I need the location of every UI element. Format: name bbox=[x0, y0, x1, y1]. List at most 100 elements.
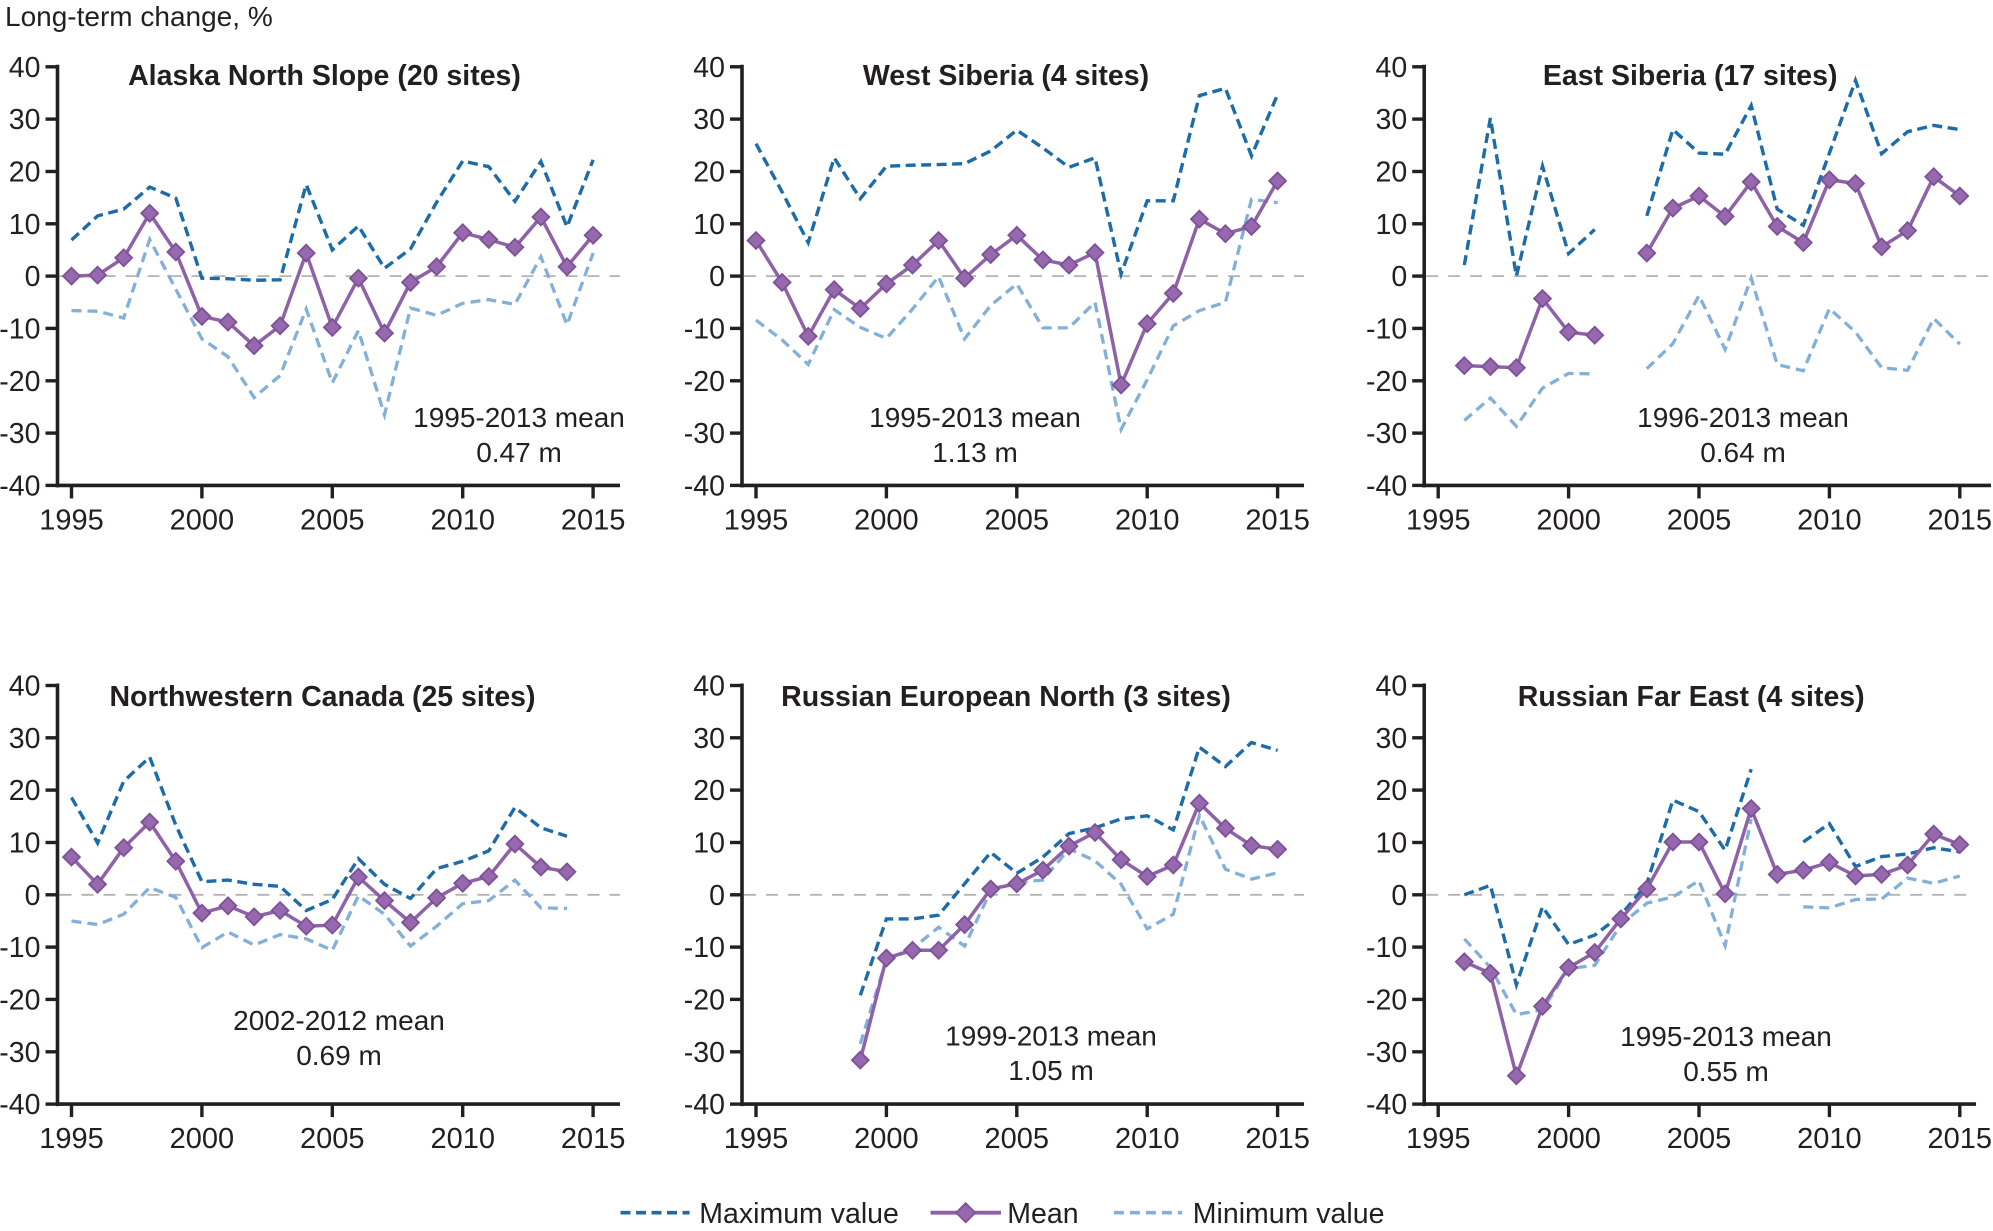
svg-text:1995: 1995 bbox=[39, 504, 104, 536]
svg-text:30: 30 bbox=[693, 104, 725, 136]
svg-text:-10: -10 bbox=[684, 932, 725, 964]
svg-text:2010: 2010 bbox=[430, 504, 495, 536]
svg-text:2005: 2005 bbox=[300, 504, 365, 536]
svg-text:20: 20 bbox=[1375, 157, 1407, 189]
svg-text:10: 10 bbox=[693, 209, 725, 241]
svg-text:20: 20 bbox=[9, 775, 41, 807]
svg-text:2010: 2010 bbox=[1797, 504, 1862, 536]
svg-text:1996-2013 mean: 1996-2013 mean bbox=[1637, 402, 1849, 433]
svg-text:Minimum value: Minimum value bbox=[1193, 1198, 1385, 1230]
svg-text:-40: -40 bbox=[684, 470, 725, 502]
svg-text:30: 30 bbox=[1375, 723, 1407, 755]
svg-text:1995: 1995 bbox=[39, 1123, 104, 1155]
svg-text:0: 0 bbox=[709, 261, 725, 293]
svg-text:-20: -20 bbox=[1366, 984, 1407, 1016]
svg-text:30: 30 bbox=[9, 723, 41, 755]
svg-text:2015: 2015 bbox=[1245, 504, 1310, 536]
svg-text:East Siberia (17 sites): East Siberia (17 sites) bbox=[1543, 60, 1838, 92]
svg-text:20: 20 bbox=[9, 157, 41, 189]
svg-text:-30: -30 bbox=[0, 1037, 41, 1069]
svg-text:1995-2013 mean: 1995-2013 mean bbox=[1620, 1021, 1832, 1052]
svg-text:1.13 m: 1.13 m bbox=[932, 437, 1018, 468]
svg-text:2010: 2010 bbox=[1115, 1123, 1180, 1155]
svg-text:40: 40 bbox=[693, 671, 725, 703]
svg-text:-10: -10 bbox=[684, 313, 725, 345]
svg-text:40: 40 bbox=[9, 671, 41, 703]
svg-text:2010: 2010 bbox=[1115, 504, 1180, 536]
svg-text:30: 30 bbox=[1375, 104, 1407, 136]
svg-text:2015: 2015 bbox=[1928, 504, 1993, 536]
svg-text:-10: -10 bbox=[1366, 313, 1407, 345]
svg-text:1995: 1995 bbox=[1406, 1123, 1471, 1155]
svg-text:0: 0 bbox=[1391, 880, 1407, 912]
svg-text:West Siberia (4 sites): West Siberia (4 sites) bbox=[863, 60, 1149, 92]
svg-text:-30: -30 bbox=[1366, 418, 1407, 450]
svg-text:20: 20 bbox=[1375, 775, 1407, 807]
svg-text:1995-2013 mean: 1995-2013 mean bbox=[413, 402, 625, 433]
svg-text:Northwestern Canada (25 sites): Northwestern Canada (25 sites) bbox=[109, 681, 535, 713]
svg-text:-30: -30 bbox=[1366, 1037, 1407, 1069]
svg-text:2002-2012 mean: 2002-2012 mean bbox=[233, 1005, 445, 1036]
svg-text:2010: 2010 bbox=[1797, 1123, 1862, 1155]
svg-text:1.05 m: 1.05 m bbox=[1008, 1055, 1094, 1086]
svg-text:0: 0 bbox=[25, 880, 41, 912]
svg-text:2005: 2005 bbox=[985, 504, 1050, 536]
svg-text:1995: 1995 bbox=[724, 504, 789, 536]
svg-text:1995: 1995 bbox=[1406, 504, 1471, 536]
svg-text:-40: -40 bbox=[684, 1089, 725, 1121]
svg-text:-20: -20 bbox=[684, 366, 725, 398]
svg-text:2000: 2000 bbox=[1536, 1123, 1601, 1155]
svg-text:0: 0 bbox=[25, 261, 41, 293]
svg-text:-40: -40 bbox=[1366, 470, 1407, 502]
svg-text:2000: 2000 bbox=[854, 1123, 919, 1155]
svg-text:0.64 m: 0.64 m bbox=[1700, 437, 1786, 468]
svg-text:30: 30 bbox=[693, 723, 725, 755]
svg-text:20: 20 bbox=[693, 775, 725, 807]
svg-text:2005: 2005 bbox=[300, 1123, 365, 1155]
svg-text:10: 10 bbox=[1375, 209, 1407, 241]
svg-text:40: 40 bbox=[1375, 52, 1407, 84]
svg-text:-20: -20 bbox=[0, 984, 41, 1016]
svg-text:-40: -40 bbox=[0, 470, 41, 502]
svg-text:0: 0 bbox=[709, 880, 725, 912]
svg-text:2005: 2005 bbox=[1667, 504, 1732, 536]
svg-text:20: 20 bbox=[693, 157, 725, 189]
svg-text:-30: -30 bbox=[0, 418, 41, 450]
svg-text:Alaska North Slope (20 sites): Alaska North Slope (20 sites) bbox=[128, 60, 521, 92]
svg-text:10: 10 bbox=[9, 828, 41, 860]
svg-text:40: 40 bbox=[1375, 671, 1407, 703]
svg-text:2005: 2005 bbox=[1667, 1123, 1732, 1155]
svg-text:30: 30 bbox=[9, 104, 41, 136]
svg-text:-20: -20 bbox=[0, 366, 41, 398]
svg-text:2000: 2000 bbox=[854, 504, 919, 536]
svg-text:-30: -30 bbox=[684, 418, 725, 450]
svg-text:Russian European North (3 site: Russian European North (3 sites) bbox=[781, 681, 1231, 713]
svg-text:2015: 2015 bbox=[1245, 1123, 1310, 1155]
svg-text:10: 10 bbox=[1375, 828, 1407, 860]
svg-text:2005: 2005 bbox=[985, 1123, 1050, 1155]
svg-text:1999-2013 mean: 1999-2013 mean bbox=[945, 1021, 1157, 1052]
svg-text:2000: 2000 bbox=[170, 504, 235, 536]
svg-text:40: 40 bbox=[693, 52, 725, 84]
svg-text:10: 10 bbox=[693, 828, 725, 860]
svg-text:0.55 m: 0.55 m bbox=[1683, 1056, 1769, 1087]
svg-text:-40: -40 bbox=[0, 1089, 41, 1121]
svg-text:Long-term change, %: Long-term change, % bbox=[5, 1, 273, 32]
svg-text:1995: 1995 bbox=[724, 1123, 789, 1155]
svg-text:-10: -10 bbox=[0, 313, 41, 345]
svg-text:40: 40 bbox=[9, 52, 41, 84]
svg-text:2015: 2015 bbox=[561, 504, 626, 536]
svg-text:2015: 2015 bbox=[561, 1123, 626, 1155]
svg-text:1995-2013 mean: 1995-2013 mean bbox=[869, 402, 1081, 433]
svg-text:2000: 2000 bbox=[1536, 504, 1601, 536]
svg-text:-20: -20 bbox=[1366, 366, 1407, 398]
svg-text:-10: -10 bbox=[1366, 932, 1407, 964]
svg-text:Russian Far East (4 sites): Russian Far East (4 sites) bbox=[1518, 681, 1865, 713]
svg-text:10: 10 bbox=[9, 209, 41, 241]
svg-text:-30: -30 bbox=[684, 1037, 725, 1069]
svg-text:2015: 2015 bbox=[1928, 1123, 1993, 1155]
svg-text:2000: 2000 bbox=[170, 1123, 235, 1155]
svg-text:2010: 2010 bbox=[430, 1123, 495, 1155]
svg-text:0: 0 bbox=[1391, 261, 1407, 293]
svg-text:0.69 m: 0.69 m bbox=[296, 1040, 382, 1071]
